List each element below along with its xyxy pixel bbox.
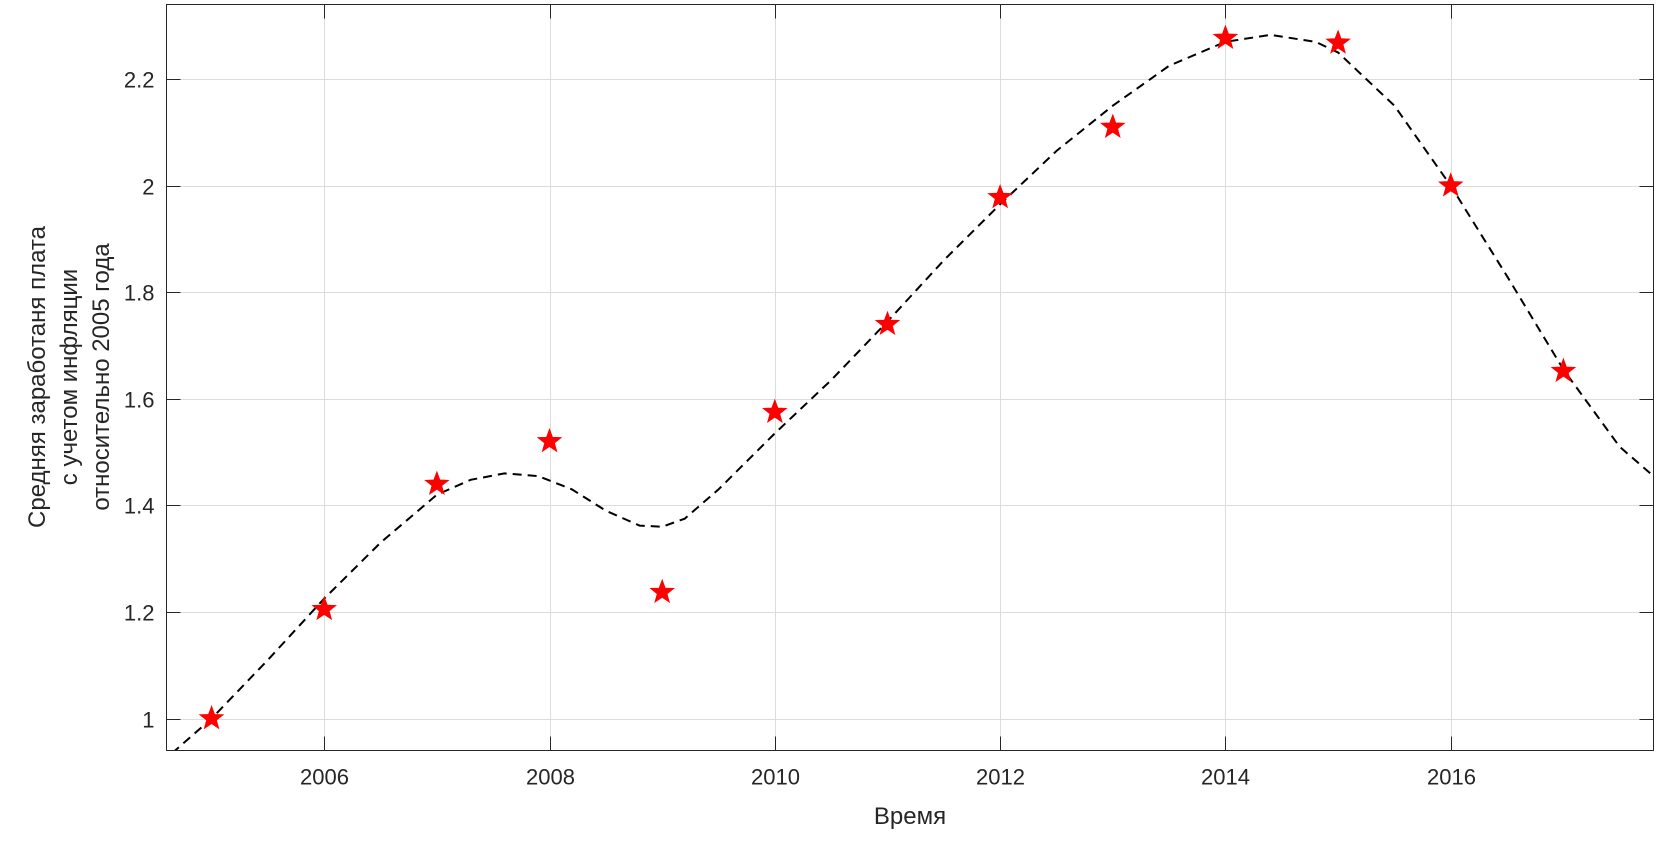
ticks: [166, 4, 1654, 751]
fit-curve: [173, 33, 1654, 751]
y-axis-title-line-1: Средняя заработаня плата: [24, 225, 51, 528]
data-point-star: [1325, 29, 1351, 54]
data-point-star: [1550, 357, 1577, 382]
y-tick-label: 1.4: [124, 494, 155, 519]
y-tick-label: 1: [142, 708, 154, 733]
data-point-star: [1100, 113, 1126, 138]
x-tick-label: 2008: [526, 765, 575, 790]
y-axis-title: Средняя заработаня плата с учетом инфляц…: [24, 225, 115, 528]
y-tick-label: 2.2: [124, 68, 155, 93]
x-tick-label: 2010: [751, 765, 800, 790]
data-point-star: [762, 398, 788, 423]
data-points-layer: [198, 24, 1577, 730]
y-tick-label: 1.6: [124, 388, 155, 413]
axes-box: [166, 4, 1654, 751]
data-point-star: [874, 310, 901, 336]
data-point-star: [1437, 172, 1464, 197]
fit-curve-layer: [173, 33, 1654, 751]
x-tick-label: 2006: [300, 765, 349, 790]
data-point-star: [1212, 24, 1239, 49]
x-tick-label: 2014: [1201, 765, 1250, 790]
x-tick-label: 2012: [976, 765, 1025, 790]
y-tick-label: 1.2: [124, 601, 155, 626]
data-point-star: [311, 595, 337, 621]
data-point-star: [987, 183, 1013, 209]
y-axis-title-line-2: с учетом инфляции: [56, 269, 83, 485]
y-tick-label: 1.8: [124, 281, 155, 306]
data-point-star: [424, 470, 450, 495]
data-point-star: [198, 705, 225, 730]
tick-labels: 2006 2008 2010 2012 2014 2016 1 1.2 1.4 1.6 1.8 2 2.…: [124, 68, 1476, 790]
grid: [166, 4, 1654, 751]
data-point-star: [536, 427, 563, 453]
data-point-star: [649, 578, 675, 604]
y-axis-title-line-3: относительно 2005 года: [88, 243, 115, 511]
y-tick-label: 2: [142, 175, 154, 200]
x-tick-label: 2016: [1427, 765, 1476, 790]
x-axis-title: Время: [874, 803, 946, 830]
